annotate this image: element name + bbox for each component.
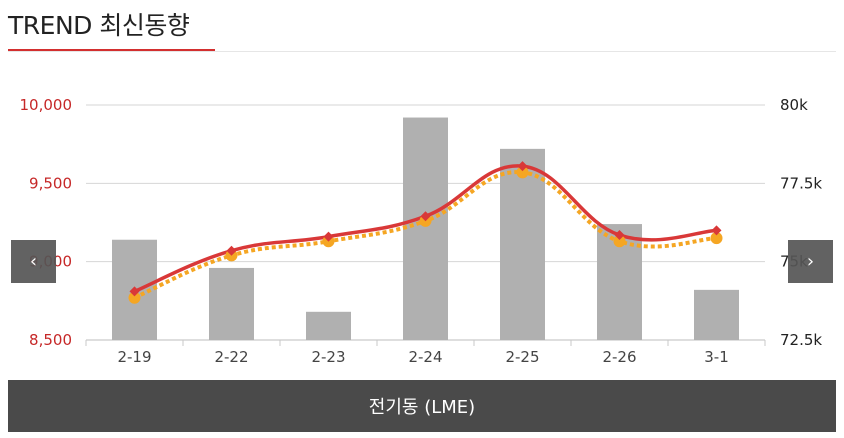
x-axis-tick-label: 2-25 [505, 348, 539, 366]
commodity-label: 전기동 (LME) [368, 397, 476, 418]
primary-point [226, 245, 237, 256]
commodity-tab[interactable]: 전기동 (LME) [8, 380, 836, 432]
bar [403, 117, 448, 341]
prev-button[interactable]: ‹ [11, 240, 56, 283]
x-axis-tick-label: 2-23 [311, 348, 345, 366]
secondary-point [128, 291, 141, 304]
chevron-left-icon: ‹ [29, 250, 38, 272]
primary-point [420, 211, 431, 222]
primary-point [614, 230, 625, 241]
secondary-point [613, 235, 626, 248]
secondary-point [710, 232, 723, 245]
bar [306, 311, 351, 340]
page-title: TREND 최신동향 [8, 11, 190, 40]
next-button[interactable]: › [788, 240, 833, 283]
primary-point [711, 225, 722, 236]
bar [500, 148, 545, 340]
left-axis-tick-label: 8,500 [29, 331, 72, 349]
title-underline [8, 49, 215, 52]
chevron-right-icon: › [806, 250, 815, 272]
x-axis-tick-label: 2-19 [117, 348, 151, 366]
bar [209, 267, 254, 340]
primary-point [517, 161, 528, 172]
primary-point [129, 286, 140, 297]
x-axis-tick-label: 2-22 [214, 348, 248, 366]
left-axis-tick-label: 9,500 [29, 174, 72, 192]
right-axis-tick-label: 80k [780, 96, 808, 114]
x-axis-tick-label: 3-1 [704, 348, 729, 366]
primary-point [323, 231, 334, 242]
bar [694, 289, 739, 340]
secondary-point [516, 166, 529, 179]
x-axis-tick-label: 2-24 [408, 348, 442, 366]
x-axis-tick-label: 2-26 [602, 348, 636, 366]
right-axis-tick-label: 77.5k [780, 174, 822, 192]
left-axis-tick-label: 10,000 [20, 96, 73, 114]
right-axis-tick-label: 72.5k [780, 331, 822, 349]
title-divider [8, 51, 836, 52]
